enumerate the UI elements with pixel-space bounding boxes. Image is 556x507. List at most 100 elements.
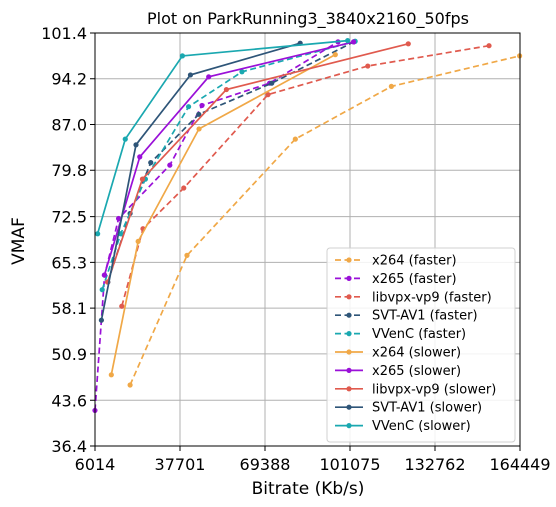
data-point <box>239 69 245 75</box>
x-tick-label: 132762 <box>404 455 465 474</box>
series-7 <box>104 41 411 285</box>
series-9 <box>95 38 351 237</box>
data-point <box>405 41 411 47</box>
x-tick-label: 37701 <box>155 455 206 474</box>
y-tick-label: 43.6 <box>51 391 87 410</box>
legend-label: x265 (slower) <box>372 364 461 379</box>
data-point <box>196 126 202 132</box>
data-point <box>127 382 133 388</box>
data-point <box>199 102 205 109</box>
data-point <box>206 74 212 80</box>
data-point <box>98 317 105 323</box>
data-point <box>167 162 173 168</box>
legend-label: VVenC (faster) <box>372 327 466 342</box>
plot-frame <box>94 32 521 447</box>
x-tick-label: 164449 <box>489 455 550 474</box>
legend-label: VVenC (slower) <box>372 419 471 434</box>
data-point <box>388 83 394 89</box>
data-point <box>265 92 271 98</box>
data-point <box>345 38 351 44</box>
data-point <box>135 238 141 245</box>
y-tick-label: 101.4 <box>41 24 87 43</box>
legend-marker <box>346 367 352 373</box>
x-tick-label: 101075 <box>319 455 380 474</box>
legend-item: x264 (slower) <box>335 346 461 361</box>
data-point <box>179 53 186 59</box>
legend-marker <box>346 331 352 337</box>
data-point <box>95 231 101 237</box>
series-line <box>106 42 409 283</box>
series-line <box>101 40 356 290</box>
series-5 <box>108 52 338 378</box>
data-point <box>119 303 125 309</box>
series-line <box>94 41 339 411</box>
legend-item: libvpx-vp9 (faster) <box>335 290 492 305</box>
y-tick-label: 72.5 <box>51 208 87 227</box>
legend-label: x264 (slower) <box>372 346 461 361</box>
y-ticks: 36.4 43.6 50.9 58.1 65.3 72.5 79.8 87.0 94.2 101.… <box>41 24 95 456</box>
data-point <box>99 287 105 293</box>
legend-item: SVT-AV1 (faster) <box>335 309 478 324</box>
legend-item: SVT-AV1 (slower) <box>335 401 482 416</box>
data-point <box>187 72 194 78</box>
legend-label: x264 (faster) <box>372 254 457 269</box>
series-line <box>110 53 336 375</box>
data-point <box>350 39 357 45</box>
x-tick-label: 6014 <box>75 455 116 474</box>
legend-item: x265 (faster) <box>335 272 457 287</box>
series-line <box>100 42 301 321</box>
y-axis-label: VMAF <box>9 217 29 265</box>
legend-item: VVenC (slower) <box>335 419 471 434</box>
data-point <box>184 252 190 258</box>
series-4 <box>99 38 358 293</box>
data-point <box>133 142 139 148</box>
x-tick-label: 69388 <box>240 455 291 474</box>
series-layer <box>92 38 523 414</box>
legend-marker <box>346 386 352 392</box>
legend-box <box>326 247 516 443</box>
series-3 <box>105 39 357 285</box>
data-point <box>332 52 338 58</box>
legend-item: x265 (slower) <box>335 364 461 379</box>
legend-label: libvpx-vp9 (faster) <box>372 290 492 305</box>
series-line <box>96 39 348 235</box>
y-tick-label: 65.3 <box>51 253 87 272</box>
legend-label: SVT-AV1 (slower) <box>372 401 482 416</box>
data-point <box>137 154 143 160</box>
data-point <box>196 111 202 117</box>
y-tick-label: 50.9 <box>51 345 87 364</box>
y-tick-label: 58.1 <box>51 299 87 318</box>
series-1 <box>92 39 341 414</box>
legend-marker <box>346 275 352 281</box>
legend-label: x265 (faster) <box>372 272 457 287</box>
data-point <box>486 43 492 49</box>
legend-marker <box>346 423 352 429</box>
legend-marker <box>346 404 352 410</box>
data-point <box>181 185 187 191</box>
data-point <box>223 86 230 93</box>
chart-title: Plot on ParkRunning3_3840x2160_50fps <box>147 9 469 29</box>
legend-marker <box>346 312 352 318</box>
legend: x264 (faster) x265 (faster) libvpx-vp9 (fa… <box>326 247 516 443</box>
data-point <box>185 104 192 110</box>
legend-item: x264 (faster) <box>335 254 457 269</box>
y-tick-label: 36.4 <box>51 437 87 456</box>
x-axis-label: Bitrate (Kb/s) <box>252 479 365 499</box>
data-point <box>122 136 128 142</box>
legend-item: libvpx-vp9 (slower) <box>335 382 496 397</box>
legend-marker <box>346 294 352 300</box>
x-ticks: 6014 37701 69388 101075 132762 164449 <box>75 446 551 474</box>
data-point <box>269 80 275 86</box>
legend-label: libvpx-vp9 (slower) <box>372 382 496 397</box>
data-point <box>101 272 107 278</box>
data-point <box>115 215 122 222</box>
y-tick-label: 94.2 <box>51 70 87 89</box>
legend-item: VVenC (faster) <box>335 327 466 342</box>
y-tick-label: 79.8 <box>51 161 87 180</box>
series-line <box>106 41 355 283</box>
legend-marker <box>346 257 352 263</box>
y-tick-label: 87.0 <box>51 115 87 134</box>
legend-label: SVT-AV1 (faster) <box>372 309 478 324</box>
legend-marker <box>346 349 352 355</box>
data-point <box>139 176 146 182</box>
